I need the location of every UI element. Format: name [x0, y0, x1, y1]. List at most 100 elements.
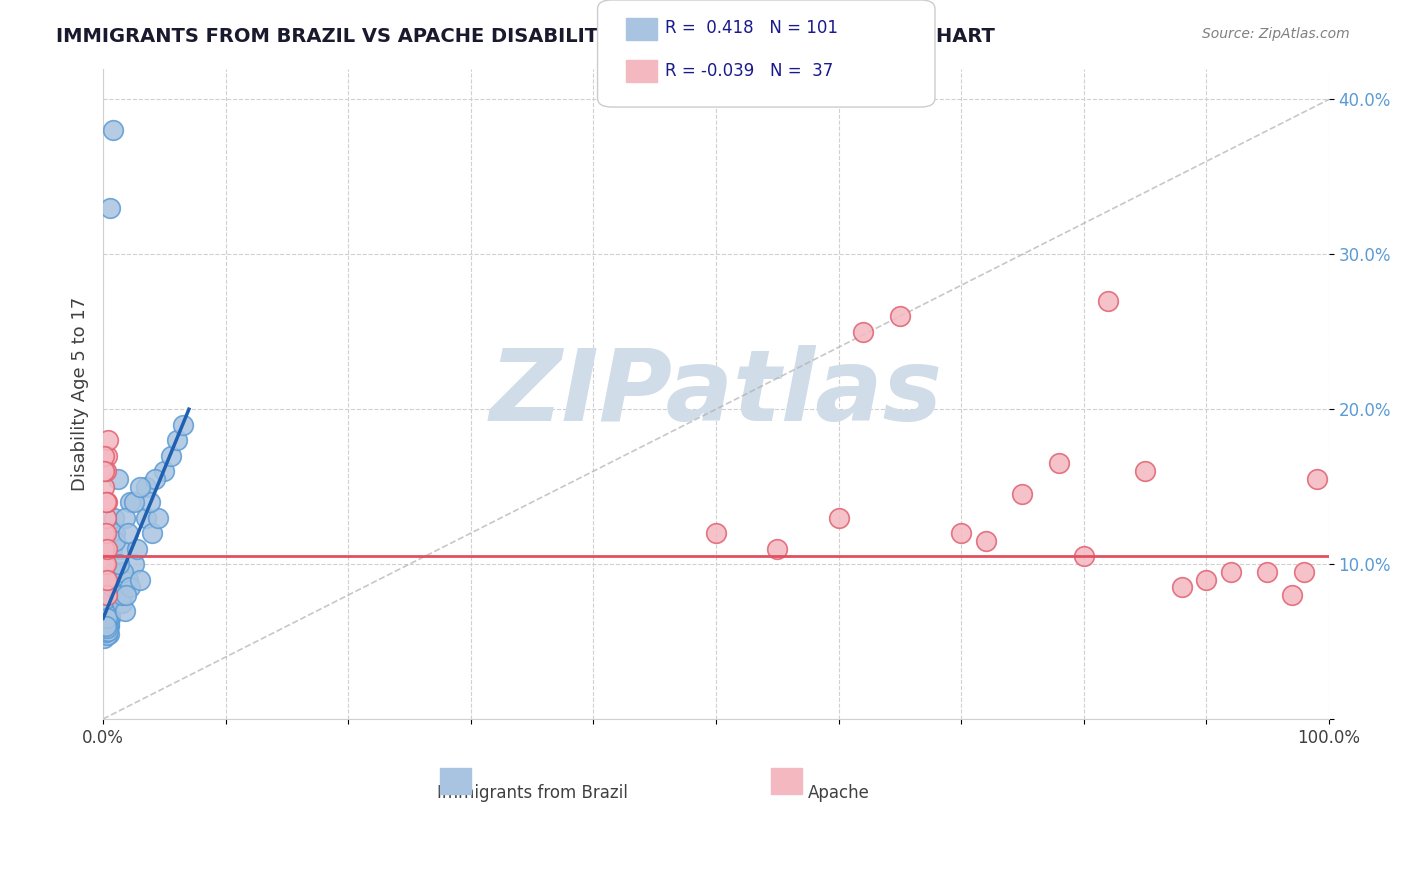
- Point: [101, 123, 124, 137]
- Point: [1073, 549, 1095, 564]
- Point: [120, 495, 142, 509]
- Point: [93, 526, 115, 541]
- Point: [93, 596, 115, 610]
- Point: [1219, 565, 1241, 579]
- Point: [104, 565, 127, 579]
- Point: [143, 472, 166, 486]
- Point: [96, 605, 118, 619]
- Point: [889, 310, 911, 324]
- Point: [97, 619, 120, 633]
- Point: [93, 605, 115, 619]
- Point: [122, 557, 145, 571]
- Point: [94, 594, 117, 608]
- Point: [96, 611, 118, 625]
- Point: [98, 617, 121, 632]
- Point: [1097, 293, 1119, 308]
- Point: [100, 541, 122, 556]
- Point: [96, 495, 118, 509]
- Point: [97, 602, 120, 616]
- Point: [93, 449, 115, 463]
- Text: Apache: Apache: [807, 784, 869, 802]
- Point: [103, 510, 125, 524]
- Point: [852, 325, 875, 339]
- Point: [93, 588, 115, 602]
- Point: [138, 495, 160, 509]
- Point: [100, 611, 122, 625]
- Point: [94, 598, 117, 612]
- Point: [93, 541, 115, 556]
- Point: [94, 607, 117, 621]
- Point: [1281, 588, 1303, 602]
- Point: [96, 573, 118, 587]
- Point: [100, 201, 122, 215]
- Point: [93, 592, 115, 607]
- Point: [96, 603, 118, 617]
- Point: [100, 580, 122, 594]
- Point: [94, 599, 117, 613]
- Point: [950, 526, 973, 541]
- Point: [93, 592, 115, 607]
- Point: [97, 609, 120, 624]
- Text: Source: ZipAtlas.com: Source: ZipAtlas.com: [1202, 27, 1350, 41]
- Point: [120, 580, 142, 594]
- Bar: [770, 768, 801, 794]
- Point: [98, 609, 121, 624]
- Point: [114, 510, 136, 524]
- Point: [94, 510, 117, 524]
- Point: [96, 591, 118, 606]
- Point: [103, 526, 125, 541]
- Point: [1256, 565, 1278, 579]
- Point: [96, 621, 118, 635]
- Point: [105, 573, 128, 587]
- Point: [129, 573, 152, 587]
- Point: [96, 611, 118, 625]
- Point: [94, 619, 117, 633]
- Text: IMMIGRANTS FROM BRAZIL VS APACHE DISABILITY AGE 5 TO 17 CORRELATION CHART: IMMIGRANTS FROM BRAZIL VS APACHE DISABIL…: [56, 27, 995, 45]
- Point: [704, 526, 727, 541]
- Point: [96, 541, 118, 556]
- Point: [94, 621, 117, 635]
- Point: [97, 615, 120, 629]
- Point: [1133, 464, 1156, 478]
- Point: [96, 449, 118, 463]
- Bar: [440, 768, 471, 794]
- Point: [153, 464, 176, 478]
- Text: ZIPatlas: ZIPatlas: [489, 345, 942, 442]
- Point: [108, 557, 131, 571]
- Point: [1294, 565, 1316, 579]
- Point: [96, 607, 118, 621]
- Point: [135, 480, 157, 494]
- Point: [94, 526, 117, 541]
- Point: [117, 573, 139, 587]
- Point: [93, 602, 115, 616]
- Point: [93, 594, 115, 608]
- Point: [94, 598, 117, 612]
- Point: [93, 598, 115, 612]
- Text: Immigrants from Brazil: Immigrants from Brazil: [437, 784, 627, 802]
- Point: [117, 526, 139, 541]
- Point: [1047, 457, 1070, 471]
- Point: [166, 433, 188, 447]
- Point: [98, 627, 121, 641]
- Point: [94, 464, 117, 478]
- Point: [94, 603, 117, 617]
- Point: [110, 596, 132, 610]
- Point: [96, 600, 118, 615]
- Point: [93, 557, 115, 571]
- Point: [766, 541, 789, 556]
- Point: [94, 600, 117, 615]
- Point: [129, 480, 152, 494]
- Point: [96, 622, 118, 636]
- Point: [107, 472, 129, 486]
- Point: [97, 624, 120, 638]
- Point: [94, 625, 117, 640]
- Text: R = -0.039   N =  37: R = -0.039 N = 37: [665, 62, 834, 80]
- Point: [127, 541, 149, 556]
- Point: [93, 480, 115, 494]
- Point: [1011, 487, 1033, 501]
- Point: [94, 557, 117, 571]
- Point: [94, 613, 117, 627]
- Point: [97, 605, 120, 619]
- Point: [122, 495, 145, 509]
- Point: [96, 615, 118, 629]
